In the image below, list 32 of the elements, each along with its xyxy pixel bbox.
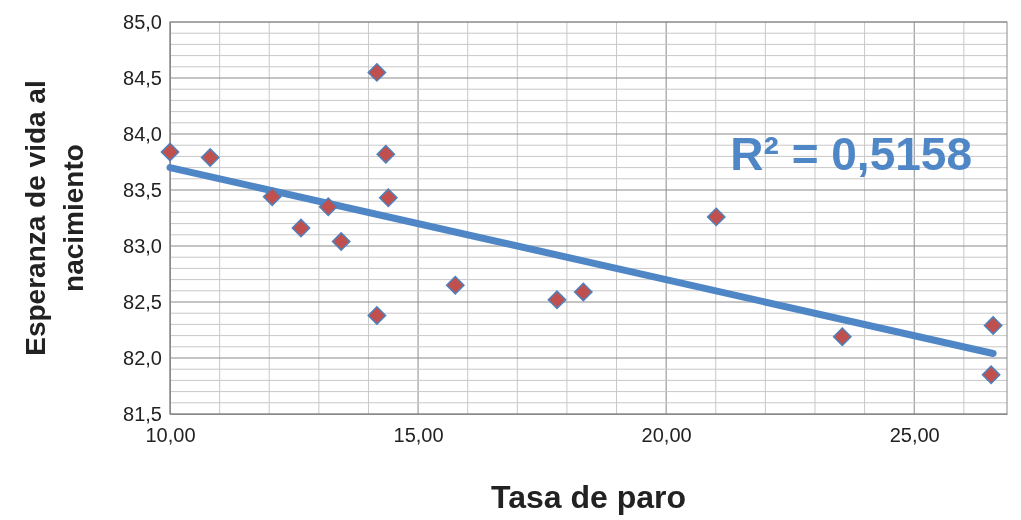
annotation: R² = 0,5158: [730, 128, 972, 180]
point: [367, 62, 387, 82]
point: [262, 187, 282, 207]
point: [706, 207, 726, 227]
x-tick-label: 20,00: [641, 424, 692, 447]
point: [378, 188, 398, 208]
point: [573, 282, 593, 302]
y-tick-label: 83,0: [123, 234, 162, 257]
x-tick-label: 15,00: [393, 424, 444, 447]
point: [983, 316, 1003, 335]
point: [160, 142, 180, 162]
y-tick-label: 83,5: [123, 178, 162, 201]
y-tick-label: 84,5: [123, 66, 162, 89]
point: [367, 306, 387, 325]
point: [981, 365, 1001, 385]
point: [291, 218, 311, 238]
y-tick-label: 82,5: [123, 290, 162, 313]
y-tick-label: 82,0: [123, 346, 162, 369]
point: [547, 290, 567, 310]
x-axis-title: Tasa de paro: [490, 479, 687, 515]
y-tick-label: 81,5: [123, 402, 162, 425]
point: [445, 275, 465, 295]
point: [200, 148, 220, 167]
y-tick-label: 85,0: [123, 10, 162, 33]
x-tick-label: 25,00: [889, 424, 940, 447]
point: [331, 232, 351, 251]
point: [832, 327, 852, 347]
point: [376, 144, 396, 164]
x-tick-label: 10,00: [145, 424, 196, 447]
point: [318, 197, 338, 217]
y-tick-label: 84,0: [123, 122, 162, 145]
y-axis-title: Esperanza de vida al nacimiento: [20, 80, 89, 356]
